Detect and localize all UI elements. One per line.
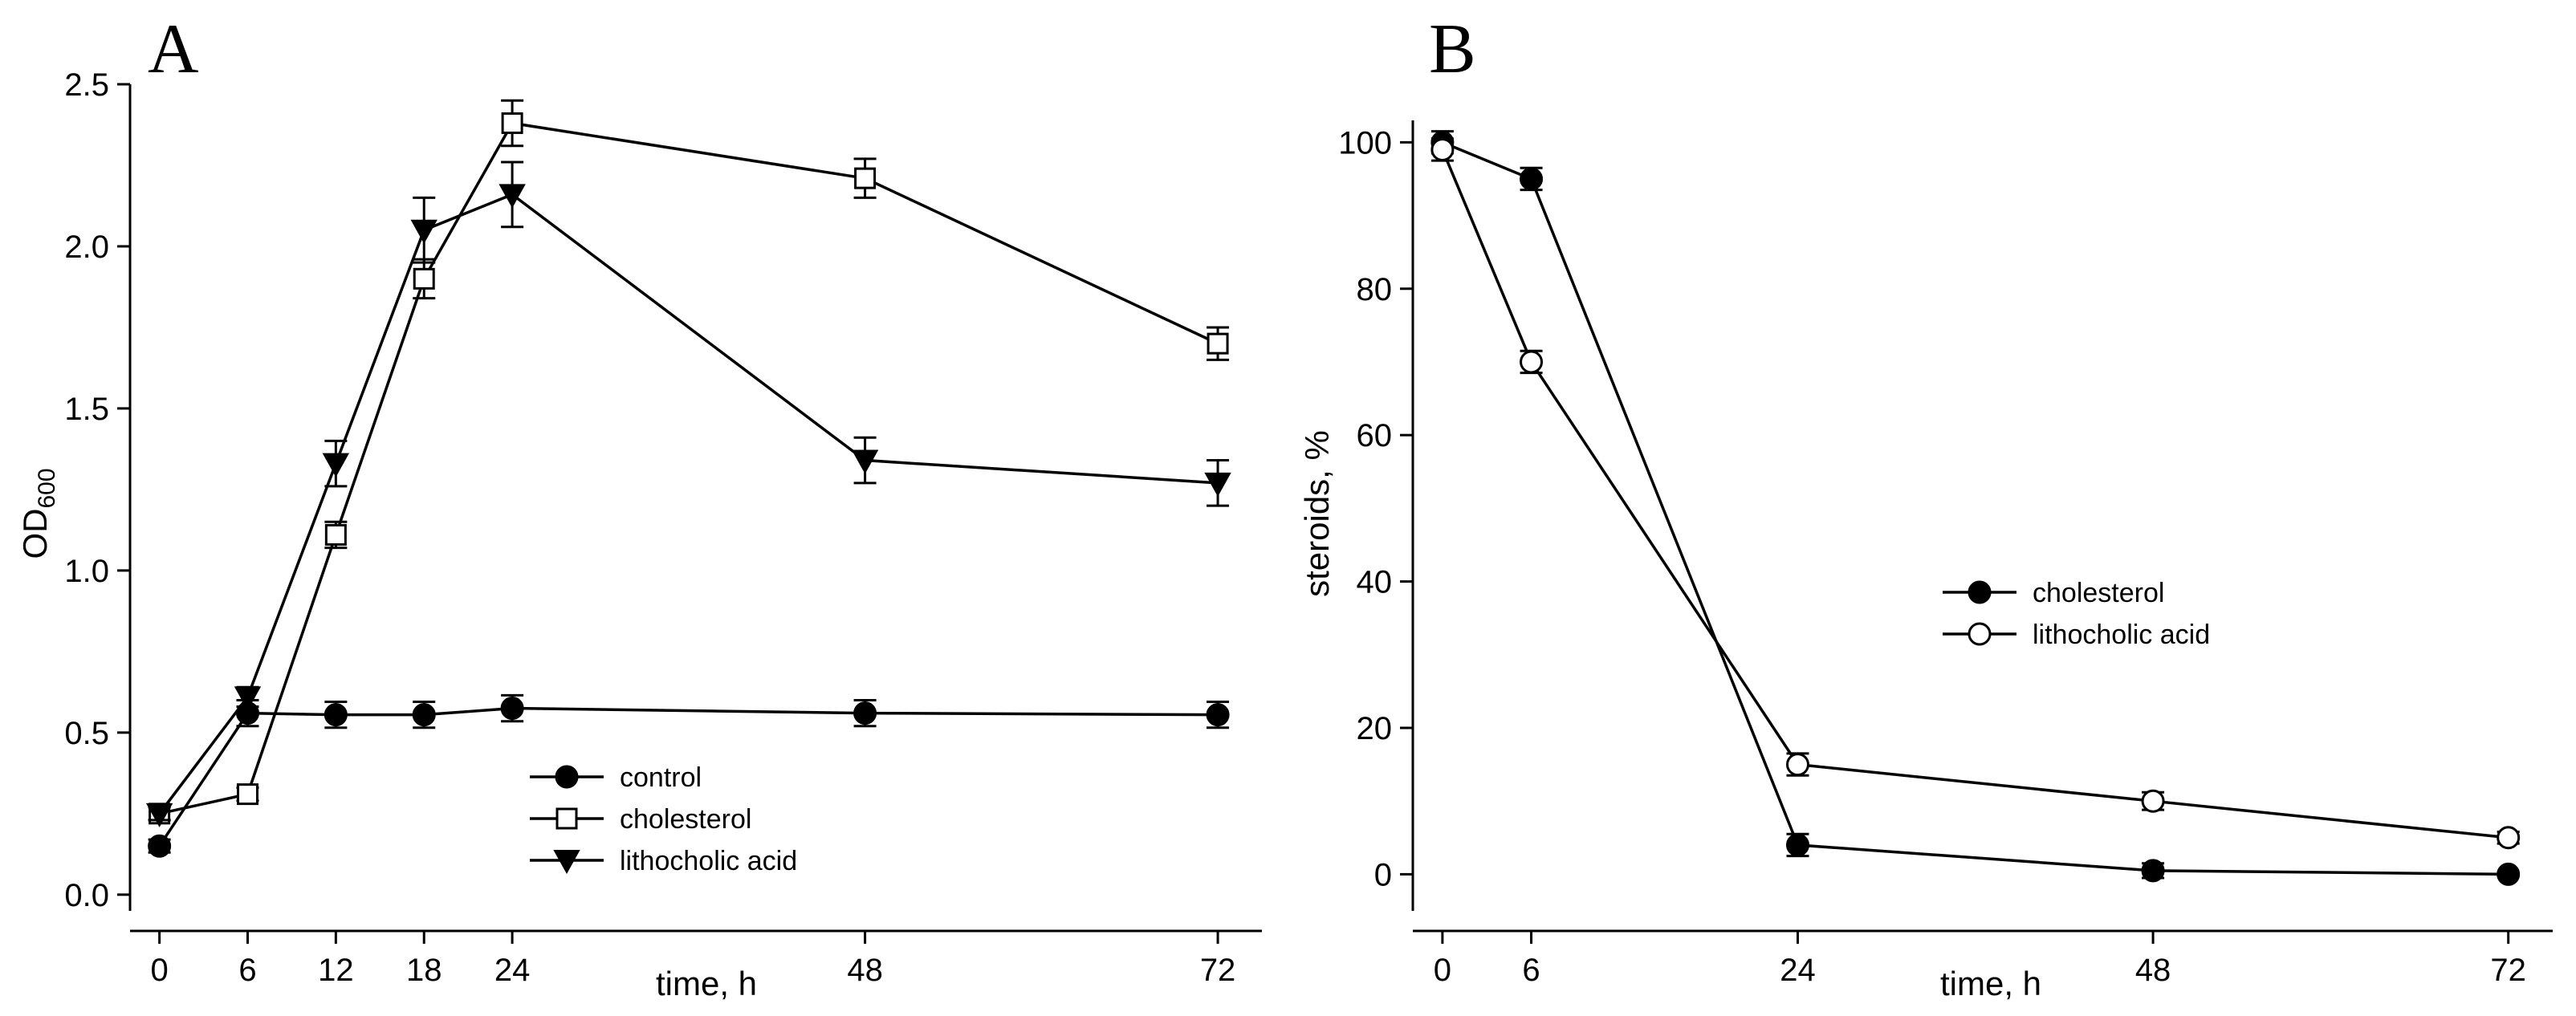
panel-b-axes: 0 20 40 60 80 100 0 6 24 48 72: [1338, 120, 2553, 988]
panel-a-x-tick-label: 12: [318, 953, 354, 988]
panel-b-x-tick-label: 24: [1780, 953, 1816, 988]
panel-b-lithocholic-acid-point: [2497, 826, 2521, 850]
panel-a-legend-cholesterol-label: cholesterol: [620, 804, 751, 835]
panel-a-control-point: [853, 701, 877, 725]
panel-a-legend-control-marker: [555, 765, 579, 789]
panel-a-lithocholic-acid-point: [322, 453, 350, 478]
panel-b-cholesterol-line: [1442, 140, 2509, 876]
panel-b-cholesterol-point: [1785, 833, 1809, 857]
panel-a-y-tick-label: 0.0: [64, 878, 109, 913]
panel-b-x-tick-label: 72: [2490, 953, 2526, 988]
panel-a-y-tick-label: 1.5: [64, 392, 109, 427]
panel-a-cholesterol-point: [413, 267, 435, 290]
panel-a-cholesterol-point: [1207, 332, 1229, 355]
panel-a-chart: A 0.0 0.5 1.0 1.5 2.0 2.5 0 6 12 18 24 48 72 time, h…: [16, 10, 1262, 1002]
panel-a-x-tick-label: 6: [238, 953, 256, 988]
panel-b-cholesterol-point: [1520, 167, 1544, 191]
panel-b-legend-lithocholic-acid-marker: [1968, 622, 1992, 646]
panel-b-cholesterol-point: [2497, 862, 2521, 886]
panel-a-lithocholic-acid-point: [410, 219, 437, 244]
panel-a-lithocholic-acid-point: [851, 449, 879, 474]
panel-a-lithocholic-acid-point: [1204, 472, 1231, 497]
panel-b-y-tick-label: 60: [1357, 418, 1393, 453]
panel-a-cholesterol-point: [236, 783, 258, 806]
panel-a-series: [145, 99, 1231, 858]
panel-a-control-point: [1206, 703, 1230, 727]
panel-a-cholesterol-point: [501, 112, 523, 134]
panel-b-x-axis-label: time, h: [1940, 965, 2041, 1002]
panel-b-x-tick-label: 48: [2135, 953, 2171, 988]
panel-a-legend-control-label: control: [620, 762, 702, 793]
panel-a-cholesterol-point: [854, 167, 877, 189]
panel-b-y-tick-label: 20: [1357, 711, 1393, 746]
panel-a-y-axis-label-main: OD: [16, 509, 54, 559]
panel-b-y-axis-label: steroids, %: [1298, 430, 1336, 597]
panel-a-x-tick-label: 0: [150, 953, 168, 988]
panel-a-x-tick-label: 72: [1200, 953, 1236, 988]
panel-b-lithocholic-acid-line: [1441, 148, 2509, 839]
panel-a-x-tick-label: 18: [406, 953, 442, 988]
panel-b-series: [1430, 130, 2521, 886]
panel-a-x-axis-label: time, h: [656, 965, 757, 1002]
panel-a-control-point: [412, 703, 436, 727]
panel-b-letter: B: [1429, 10, 1476, 88]
panel-b-x-tick-label: 0: [1434, 953, 1451, 988]
panel-a-y-tick-label: 2.5: [64, 67, 109, 103]
panel-a-lithocholic-acid-line: [158, 193, 1219, 815]
panel-b-legend-lithocholic-acid-label: lithocholic acid: [2033, 620, 2210, 650]
panel-b-chart: B 0 20 40 60 80 100 0 6 24 48 72 time, h steroids,…: [1298, 10, 2553, 1002]
panel-a-y-tick-label: 2.0: [64, 230, 109, 265]
panel-b-cholesterol-point: [2141, 859, 2165, 883]
panel-a-y-axis-label-subscript: 600: [34, 468, 60, 508]
panel-a-control-point: [148, 834, 172, 858]
panel-b-y-tick-label: 100: [1338, 125, 1392, 161]
panel-b-lithocholic-acid-point: [2141, 789, 2165, 813]
panel-b-lithocholic-acid-point: [1430, 137, 1455, 161]
panel-b-legend-cholesterol-label: cholesterol: [2033, 578, 2164, 608]
panel-a-x-tick-label: 24: [494, 953, 531, 988]
panel-a-cholesterol-point: [324, 523, 347, 546]
panel-b-lithocholic-acid-point: [1520, 350, 1544, 374]
panel-b-x-tick-label: 6: [1522, 953, 1540, 988]
panel-a-y-tick-label: 0.5: [64, 716, 109, 751]
panel-a-legend: control cholesterol lithocholic acid: [530, 762, 797, 876]
panel-a-legend-lithocholic-acid-marker: [553, 850, 580, 875]
panel-a-y-axis-label: OD600: [16, 468, 60, 559]
panel-a-axes: 0.0 0.5 1.0 1.5 2.0 2.5 0 6 12 18 24 48 72: [64, 67, 1262, 988]
panel-a-y-tick-label: 1.0: [64, 554, 109, 589]
panel-b-legend: cholesterol lithocholic acid: [1943, 578, 2210, 650]
panel-a-letter: A: [148, 10, 199, 88]
panel-a-lithocholic-acid-point: [234, 686, 262, 711]
panel-a-x-tick-label: 48: [847, 953, 883, 988]
panel-b-lithocholic-acid-point: [1785, 753, 1809, 777]
panel-a-control-point: [324, 703, 348, 727]
panel-b-y-tick-label: 80: [1357, 272, 1393, 307]
panel-a-legend-cholesterol-marker: [555, 807, 578, 830]
panel-a-legend-lithocholic-acid-label: lithocholic acid: [620, 846, 797, 876]
panel-a-lithocholic-acid-point: [145, 803, 173, 827]
panel-b-y-tick-label: 0: [1374, 857, 1392, 892]
panel-a-control-point: [500, 697, 524, 721]
panel-b-y-tick-label: 40: [1357, 565, 1393, 600]
panel-b-legend-cholesterol-marker: [1968, 580, 1992, 604]
panel-a-lithocholic-acid-point: [499, 184, 526, 209]
